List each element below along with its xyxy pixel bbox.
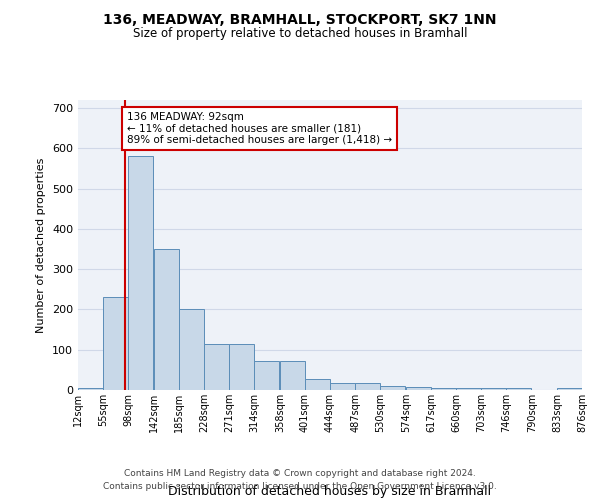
Bar: [280, 361, 305, 390]
Bar: [204, 344, 229, 390]
X-axis label: Distribution of detached houses by size in Bramhall: Distribution of detached houses by size …: [169, 485, 491, 498]
Bar: [103, 298, 128, 390]
Bar: [78, 388, 103, 390]
Text: Contains HM Land Registry data © Crown copyright and database right 2024.: Contains HM Land Registry data © Crown c…: [124, 468, 476, 477]
Bar: [305, 379, 330, 390]
Bar: [406, 387, 431, 390]
Bar: [557, 388, 582, 390]
Text: 136 MEADWAY: 92sqm
← 11% of detached houses are smaller (181)
89% of semi-detach: 136 MEADWAY: 92sqm ← 11% of detached hou…: [127, 112, 392, 146]
Text: Contains public sector information licensed under the Open Government Licence v3: Contains public sector information licen…: [103, 482, 497, 491]
Bar: [431, 388, 456, 390]
Bar: [229, 344, 254, 390]
Bar: [355, 383, 380, 390]
Bar: [154, 249, 179, 390]
Bar: [330, 383, 355, 390]
Text: 136, MEADWAY, BRAMHALL, STOCKPORT, SK7 1NN: 136, MEADWAY, BRAMHALL, STOCKPORT, SK7 1…: [103, 12, 497, 26]
Bar: [456, 388, 481, 390]
Y-axis label: Number of detached properties: Number of detached properties: [37, 158, 46, 332]
Text: Size of property relative to detached houses in Bramhall: Size of property relative to detached ho…: [133, 28, 467, 40]
Bar: [481, 388, 506, 390]
Bar: [380, 386, 405, 390]
Bar: [254, 361, 279, 390]
Bar: [506, 388, 531, 390]
Bar: [179, 310, 204, 390]
Bar: [128, 156, 153, 390]
